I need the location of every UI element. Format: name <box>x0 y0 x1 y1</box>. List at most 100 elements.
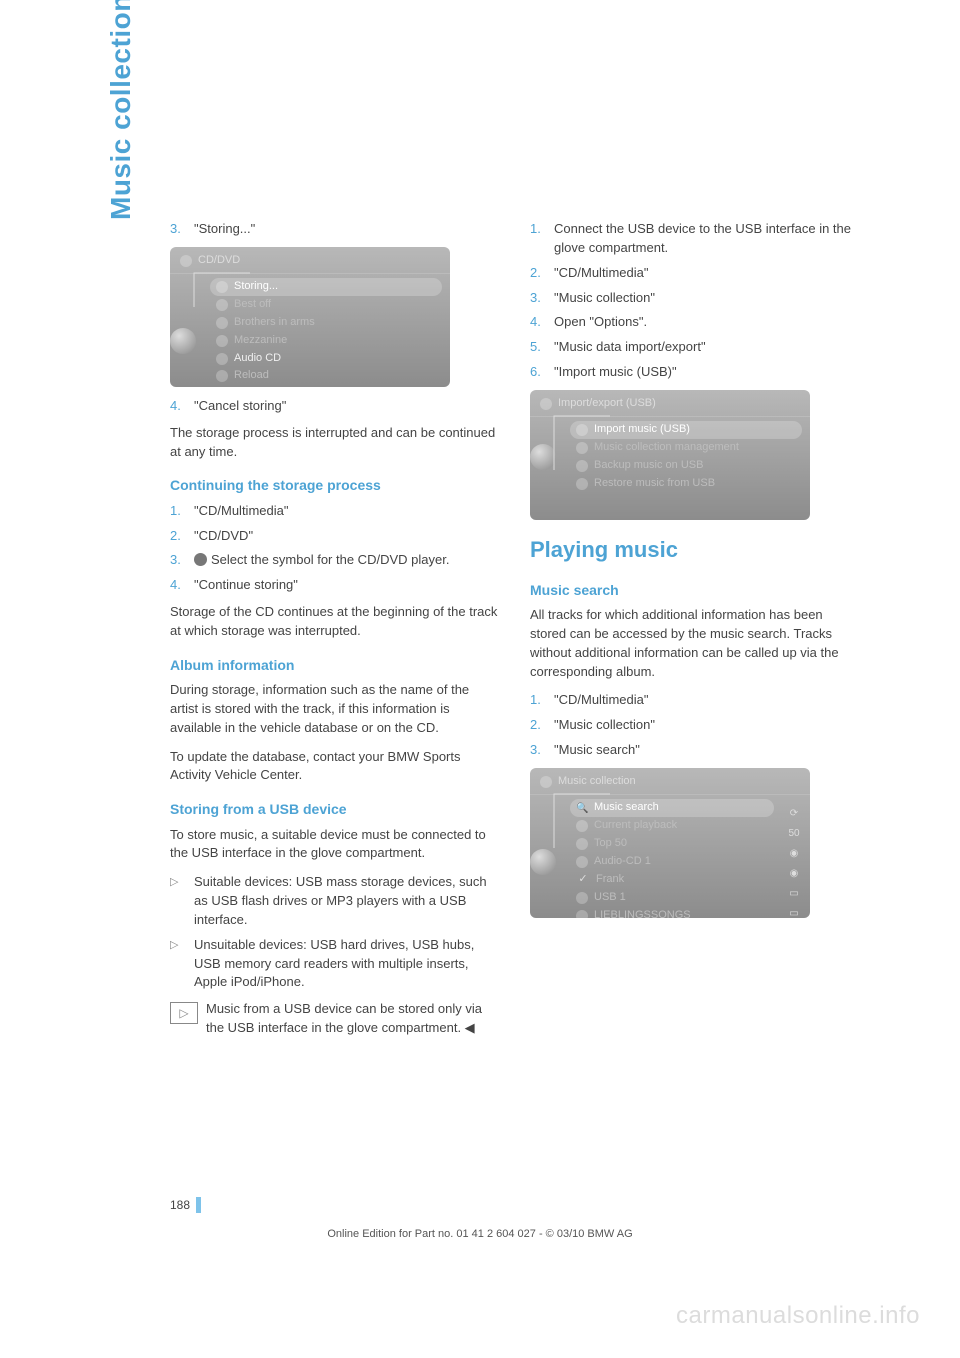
list-text: "CD/Multimedia" <box>194 502 500 521</box>
screenshot-menu-label: USB 1 <box>594 890 626 906</box>
list-text: Unsuitable devices: USB hard drives, USB… <box>194 936 500 993</box>
list-text: "Music collection" <box>554 289 860 308</box>
list-text: "CD/Multimedia" <box>554 264 860 283</box>
row-icon <box>576 478 588 490</box>
row-icon <box>216 335 228 347</box>
heading-album-info: Album information <box>170 655 500 675</box>
watermark: carmanualsonline.info <box>676 1302 920 1330</box>
list-number: 2. <box>530 264 554 283</box>
pointer-line-icon <box>552 790 612 850</box>
list-text: "CD/Multimedia" <box>554 691 860 710</box>
row-icon <box>576 856 588 868</box>
screenshot-menu-label: Audio-CD 1 <box>594 854 651 870</box>
list-text: Suitable devices: USB mass storage devic… <box>194 873 500 930</box>
page-number-bar-icon <box>196 1197 201 1213</box>
screenshot-menu-label: LIEBLINGSSONGS <box>594 908 691 918</box>
screenshot-menu-row: Audio CD <box>210 350 442 368</box>
left-column: 3. "Storing..." CD/DVD Storing...Best of… <box>170 220 500 1048</box>
screenshot-menu-row: Audio-CD 1 <box>570 853 774 871</box>
list-text: "Import music (USB)" <box>554 363 860 382</box>
screenshot-menu-label: Mezzanine <box>234 333 287 349</box>
screenshot-title: Music collection <box>558 774 636 790</box>
list-text: "CD/DVD" <box>194 527 500 546</box>
pointer-line-icon <box>192 269 252 309</box>
controller-knob-icon <box>530 849 556 875</box>
screenshot-title: CD/DVD <box>198 253 240 269</box>
right-column: 1.Connect the USB device to the USB inte… <box>530 220 860 1048</box>
heading-playing-music: Playing music <box>530 534 860 566</box>
row-right-icon: ⟳ <box>790 807 798 822</box>
heading-usb-storing: Storing from a USB device <box>170 799 500 819</box>
screenshot-menu-row: USB 1 <box>570 889 774 907</box>
triangle-bullet-icon: ▷ <box>170 873 194 930</box>
note-box: ▷ Music from a USB device can be stored … <box>170 1000 500 1038</box>
body-text: All tracks for which additional informat… <box>530 606 860 681</box>
row-right-icon: ▭ <box>789 887 798 902</box>
footer-text: Online Edition for Part no. 01 41 2 604 … <box>0 1228 960 1240</box>
body-text: To store music, a suitable device must b… <box>170 826 500 864</box>
music-icon <box>540 776 552 788</box>
list-number: 3. <box>170 551 194 570</box>
list-number: 2. <box>170 527 194 546</box>
search-steps-list: 1."CD/Multimedia"2."Music collection"3."… <box>530 691 860 760</box>
body-text: During storage, information such as the … <box>170 681 500 738</box>
list-number: 2. <box>530 716 554 735</box>
list-text: Open "Options". <box>554 313 860 332</box>
cancel-step: 4. "Cancel storing" <box>170 397 500 416</box>
screenshot-menu-row: ✓ Frank <box>570 871 774 889</box>
screenshot-menu-label: Reload <box>234 368 269 384</box>
screenshot-menu-label: Audio CD <box>234 351 281 367</box>
list-text: "Music search" <box>554 741 860 760</box>
storing-step: 3. "Storing..." <box>170 220 500 239</box>
section-tab: Music collection <box>105 0 137 220</box>
list-number: 6. <box>530 363 554 382</box>
row-icon <box>576 892 588 904</box>
list-number: 1. <box>530 220 554 258</box>
note-icon: ▷ <box>170 1002 198 1024</box>
disc-symbol-icon <box>194 553 207 566</box>
list-number: 1. <box>530 691 554 710</box>
row-right-icon: ▭ <box>789 907 798 918</box>
screenshot-menu-row: Beautiful <box>210 385 442 386</box>
list-number: 1. <box>170 502 194 521</box>
row-right-icon: 50 <box>788 827 799 842</box>
continuing-list: 1."CD/Multimedia"2."CD/DVD"3.Select the … <box>170 502 500 595</box>
controller-knob-icon <box>170 328 196 354</box>
list-text: "Cancel storing" <box>194 397 500 416</box>
page-number-text: 188 <box>170 1198 190 1212</box>
list-number: 4. <box>170 576 194 595</box>
screenshot-menu-row: Mezzanine <box>210 332 442 350</box>
screenshot-menu-label: Music collection management <box>594 440 739 456</box>
screenshot-menu-row: Restore music from USB <box>570 475 802 493</box>
body-text: To update the database, contact your BMW… <box>170 748 500 786</box>
screenshot-menu-label: Restore music from USB <box>594 476 715 492</box>
row-right-icon: ◉ <box>790 867 799 882</box>
screenshot-menu-row: Brothers in arms <box>210 314 442 332</box>
list-number: 3. <box>170 220 194 239</box>
list-number: 5. <box>530 338 554 357</box>
row-icon <box>216 317 228 329</box>
row-right-icon: ◉ <box>790 847 799 862</box>
disc-icon <box>180 255 192 267</box>
screenshot-menu-label: Frank <box>596 872 624 888</box>
list-number: 3. <box>530 289 554 308</box>
check-icon: ✓ <box>576 872 590 888</box>
list-text: Select the symbol for the CD/DVD player. <box>194 551 500 570</box>
idrive-screenshot-import: Import/export (USB) Import music (USB)Mu… <box>530 390 810 520</box>
row-icon <box>576 910 588 918</box>
list-text: "Storing..." <box>194 220 500 239</box>
list-text: "Continue storing" <box>194 576 500 595</box>
list-number: 4. <box>170 397 194 416</box>
import-icon <box>540 398 552 410</box>
row-icon <box>216 353 228 365</box>
body-text: Storage of the CD continues at the begin… <box>170 603 500 641</box>
screenshot-menu-row: LIEBLINGSSONGS <box>570 907 774 918</box>
screenshot-menu-row: Reload <box>210 367 442 385</box>
list-text: "Music collection" <box>554 716 860 735</box>
screenshot-title: Import/export (USB) <box>558 396 656 412</box>
pointer-line-icon <box>552 412 612 472</box>
list-number: 4. <box>530 313 554 332</box>
usb-steps-list: 1.Connect the USB device to the USB inte… <box>530 220 860 382</box>
row-icon <box>216 370 228 382</box>
list-number: 3. <box>530 741 554 760</box>
